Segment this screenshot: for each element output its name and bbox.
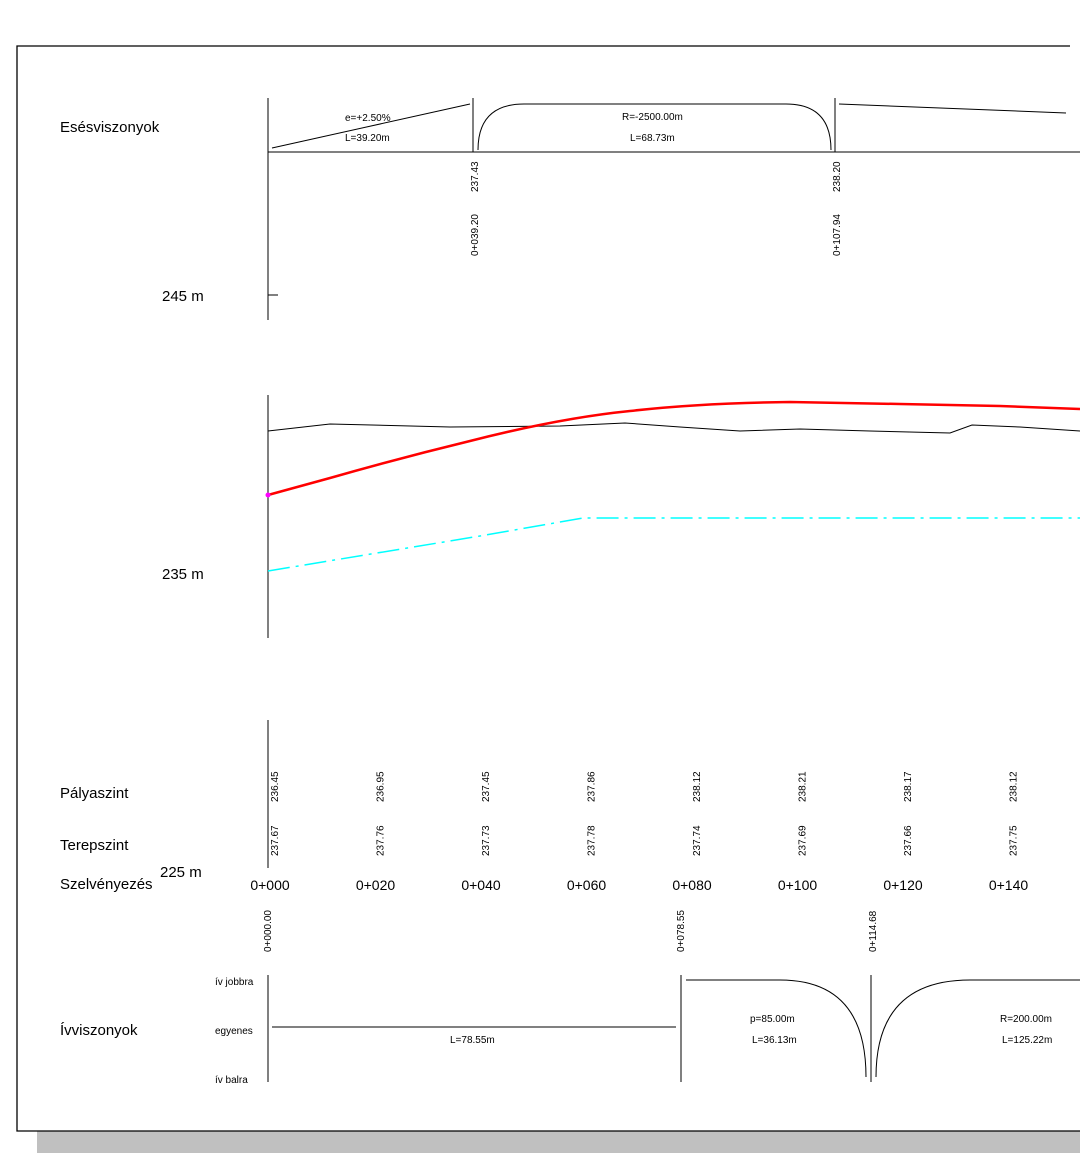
break2-station: 0+107.94 (832, 214, 843, 256)
palyaszint-row: 236.45 236.95 237.45 237.86 238.12 238.21 238.… (270, 771, 1020, 802)
curve1-length: L=36.13m (752, 1035, 797, 1046)
vertical-curve-shape (477, 103, 832, 151)
break1-station: 0+039.20 (470, 214, 481, 256)
break2-elevation: 238.20 (832, 161, 843, 192)
iv-jobbra-label: ív jobbra (215, 977, 254, 988)
terepszint-value: 237.76 (376, 825, 387, 856)
station-row: 0+000 0+020 0+040 0+060 0+080 0+100 0+120 0+140 (250, 877, 1028, 893)
straight-length: L=78.55m (450, 1035, 495, 1046)
segment1-grade: e=+2.50% (345, 113, 391, 124)
palyaszint-value: 238.12 (1009, 771, 1020, 802)
station-tick-label: 0+000 (250, 877, 290, 893)
station-tick-label: 0+100 (778, 877, 818, 893)
segment1-length: L=39.20m (345, 133, 390, 144)
grade-segment3-line (838, 103, 1067, 114)
palyaszint-value: 236.45 (270, 771, 281, 802)
palyaszint-value: 236.95 (376, 771, 387, 802)
palyaszint-label: Pályaszint (60, 785, 129, 802)
curve-station-2: 0+078.55 (676, 910, 687, 952)
station-tick-label: 0+060 (567, 877, 607, 893)
palyaszint-value: 238.21 (798, 771, 809, 802)
esesviszonyok-label: Esésviszonyok (60, 119, 160, 136)
vertical-curve-length: L=68.73m (630, 133, 675, 144)
curve2-radius: R=200.00m (1000, 1014, 1052, 1025)
design-line-start-point (265, 492, 271, 498)
drawing-border (16, 45, 1080, 1132)
curve2-length: L=125.22m (1002, 1035, 1052, 1046)
terepszint-value: 237.66 (903, 825, 914, 856)
design-grade-line (267, 400, 1080, 497)
curve-station-1: 0+000.00 (263, 910, 274, 952)
szelvenyezes-label: Szelvényezés (60, 876, 153, 893)
station-tick-label: 0+140 (989, 877, 1029, 893)
terepszint-value: 237.78 (587, 825, 598, 856)
station-tick-label: 0+120 (883, 877, 923, 893)
terepszint-row: 237.67 237.76 237.73 237.78 237.74 237.69 237.… (270, 825, 1020, 856)
terepszint-value: 237.75 (1009, 825, 1020, 856)
terepszint-label: Terepszint (60, 837, 129, 854)
station-tick-label: 0+020 (356, 877, 396, 893)
terepszint-value: 237.74 (692, 825, 703, 856)
palyaszint-value: 237.45 (481, 771, 492, 802)
curve1-shape (686, 979, 867, 1078)
station-tick-label: 0+040 (461, 877, 501, 893)
palyaszint-value: 238.17 (903, 771, 914, 802)
grade-segment1-line (271, 103, 471, 149)
elevation-label-245: 245 m (162, 288, 204, 305)
ivviszonyok-label: Ívviszonyok (60, 1022, 138, 1039)
frame-shadow (37, 1131, 1080, 1153)
palyaszint-value: 238.12 (692, 771, 703, 802)
break1-elevation: 237.43 (470, 161, 481, 192)
curve-station-3: 0+114.68 (868, 910, 879, 952)
vertical-curve-radius: R=-2500.00m (622, 112, 683, 123)
elevation-label-225: 225 m (160, 864, 202, 881)
curve2-shape (875, 979, 1080, 1078)
terrain-line (267, 422, 1080, 434)
dashed-line (267, 517, 1080, 572)
terepszint-value: 237.73 (481, 825, 492, 856)
station-tick-label: 0+080 (672, 877, 712, 893)
egyenes-label: egyenes (215, 1026, 253, 1037)
terepszint-value: 237.69 (798, 825, 809, 856)
terepszint-value: 237.67 (270, 825, 281, 856)
elevation-label-235: 235 m (162, 566, 204, 583)
iv-balra-label: ív balra (215, 1075, 248, 1086)
curve1-p: p=85.00m (750, 1014, 795, 1025)
palyaszint-value: 237.86 (587, 771, 598, 802)
